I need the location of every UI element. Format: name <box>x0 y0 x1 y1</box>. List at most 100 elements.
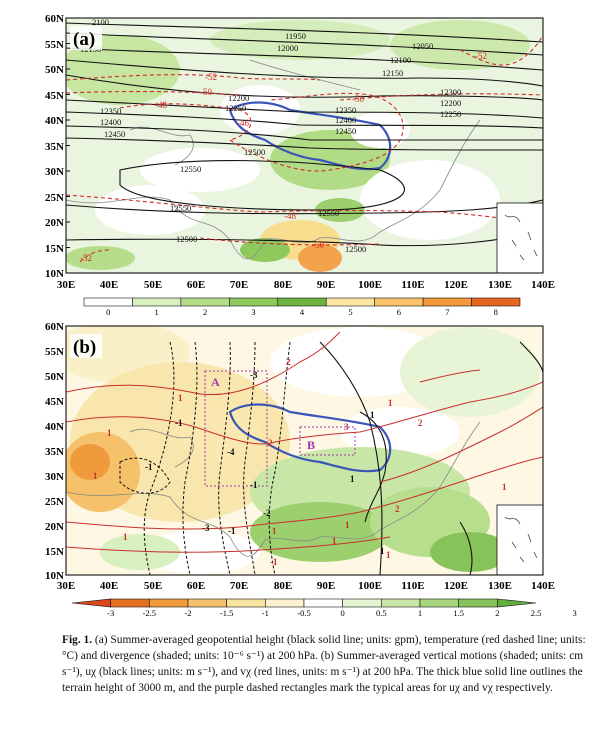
contour-label: 11950 <box>285 31 306 41</box>
panel-label: (a) <box>73 29 95 50</box>
contour-label: 2 <box>418 418 423 428</box>
lon-label: 130E <box>488 279 512 291</box>
lon-label: 140E <box>531 580 555 592</box>
contour-label: 2100 <box>92 17 109 27</box>
contour-label: -52 <box>80 253 92 263</box>
colorbar-swatch <box>226 598 266 608</box>
temperature-contour-labels: -52 -50 -48 -46 -50 -48 -50 -52 -52 <box>80 51 487 263</box>
lon-label: 30E <box>57 580 75 592</box>
lon-label: 60E <box>187 279 205 291</box>
colorbar-tick-label: 2 <box>203 307 207 317</box>
contour-label: 12400 <box>100 117 121 127</box>
coastlines <box>66 421 481 557</box>
contour-label: -52 <box>205 72 217 82</box>
colorbar-swatch <box>265 598 305 608</box>
lon-label: 70E <box>230 580 248 592</box>
colorbar-swatch <box>187 598 227 608</box>
contour-label: -1 <box>270 557 278 567</box>
vertical-motion-shading <box>66 326 540 574</box>
colorbar-swatch <box>458 598 498 608</box>
contour-label: 12050 <box>412 41 433 51</box>
inset-map <box>496 202 544 274</box>
lat-label: 55N <box>45 346 64 358</box>
lat-label: 35N <box>45 141 64 153</box>
lat-label: 40N <box>45 421 64 433</box>
inset-map <box>496 504 544 576</box>
contour-label: 2 <box>268 438 273 448</box>
colorbar-tick-label: 1 <box>418 608 422 618</box>
lat-label: 25N <box>45 496 64 508</box>
colorbar-swatch <box>497 598 537 608</box>
lon-label: 100E <box>358 279 382 291</box>
lon-label: 100E <box>358 580 382 592</box>
colorbar-tick-label: -0.5 <box>297 608 310 618</box>
contour-label: 1 <box>380 546 385 556</box>
latitude-labels: 60N 55N 50N 45N 40N 35N 30N 25N 20N 15N … <box>45 321 64 582</box>
colorbar-tick-label: 5 <box>348 307 352 317</box>
contour-label: 1 <box>178 393 183 403</box>
lon-label: 80E <box>274 580 292 592</box>
panel-label: (b) <box>73 337 96 358</box>
lon-label: 140E <box>531 279 555 291</box>
contour-label: 12200 <box>440 98 461 108</box>
contour-label: 1 <box>93 471 98 481</box>
lat-label: 60N <box>45 322 64 333</box>
colorbar-swatch <box>110 598 150 608</box>
lat-label: 20N <box>45 521 64 533</box>
colorbar-swatch <box>277 297 327 307</box>
contour-label: 12550 <box>318 208 339 218</box>
contour-label: 1 <box>107 428 112 438</box>
lon-label: 110E <box>401 580 424 592</box>
contour-label: 1 <box>332 536 337 546</box>
contour-label: 1 <box>386 550 391 560</box>
colorbar-swatch <box>180 297 230 307</box>
contour-label: 12150 <box>382 68 403 78</box>
contour-label: -2 <box>263 508 271 518</box>
contour-label: 12550 <box>170 203 191 213</box>
colorbar-tick-label: 3 <box>251 307 255 317</box>
colorbar-swatch <box>342 598 382 608</box>
colorbar-swatch <box>149 598 189 608</box>
colorbar-tick-label: -2 <box>184 608 191 618</box>
contour-label: 12350 <box>335 105 356 115</box>
contour-label: 12200 <box>228 93 249 103</box>
contour-label: 2 <box>286 357 291 367</box>
contour-label: 12500 <box>176 234 197 244</box>
colorbar-a: 0 1 2 3 4 5 6 7 8 <box>83 297 521 317</box>
contour-label: 1 <box>272 526 277 536</box>
lat-ticks <box>66 43 70 248</box>
map-frame <box>65 325 544 576</box>
area-box-b <box>299 426 356 456</box>
ux-positive-contours <box>319 341 543 575</box>
colorbar-swatch <box>471 297 521 307</box>
contour-label: 1 <box>350 474 355 484</box>
lat-label: 50N <box>45 371 64 383</box>
contour-label: 12500 <box>345 244 366 254</box>
vx-contour-labels: 2 1 1 1 2 2 3 1 1 1 1 1 2 1 -1 1 <box>93 357 507 567</box>
divergence-shading <box>66 20 530 272</box>
contour-label: 12100 <box>390 55 411 65</box>
area-box-a <box>204 370 268 487</box>
terrain-3000m-outline <box>228 403 392 473</box>
contour-label: 12300 <box>440 87 461 97</box>
figure-label: Fig. 1. <box>62 634 93 646</box>
contour-label: 1 <box>502 482 507 492</box>
contour-label: 12400 <box>335 115 356 125</box>
lat-label: 40N <box>45 115 64 127</box>
lat-label: 50N <box>45 64 64 76</box>
longitude-labels: 30E 40E 50E 60E 70E 80E 90E 100E 110E 12… <box>57 279 555 291</box>
contour-label: -50 <box>312 240 324 250</box>
lon-label: 70E <box>230 279 248 291</box>
colorbar-tick-label: 7 <box>445 307 449 317</box>
lon-label: 110E <box>401 279 424 291</box>
contour-label: -48 <box>155 100 167 110</box>
contour-label: 12500 <box>244 147 265 157</box>
lat-label: 10N <box>45 570 64 582</box>
contour-label: 12250 <box>225 103 246 113</box>
contour-label: 12450 <box>335 126 356 136</box>
caption-text: (a) Summer-averaged geopotential height … <box>62 634 586 694</box>
colorbar-swatch <box>83 297 133 307</box>
contour-label: 1 <box>388 398 393 408</box>
contour-label: 12000 <box>277 43 298 53</box>
lon-label: 80E <box>274 279 292 291</box>
